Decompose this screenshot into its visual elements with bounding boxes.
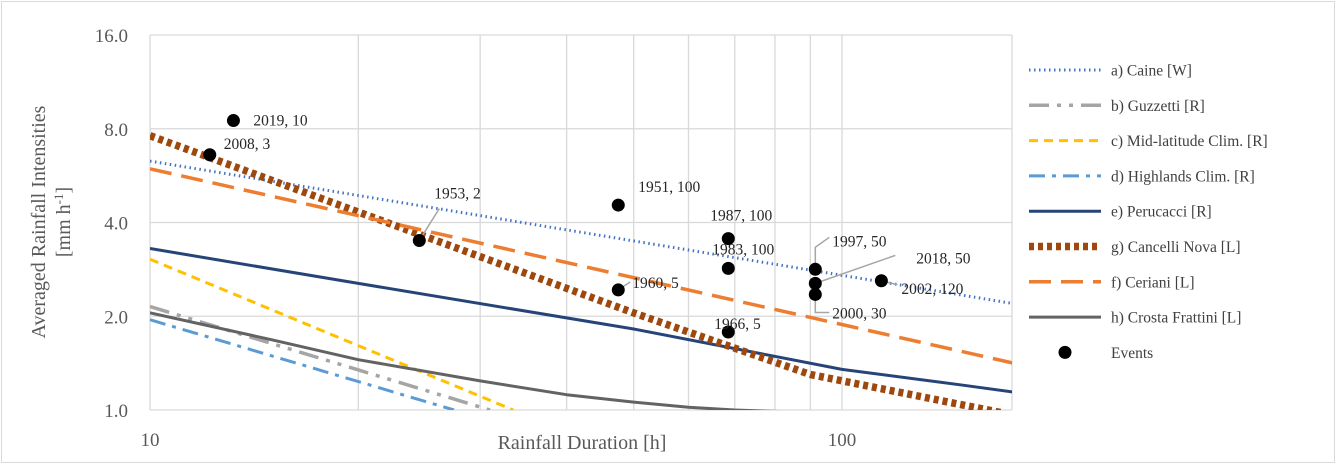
- legend-label: c) Mid-latitude Clim. [R]: [1111, 133, 1268, 150]
- series-lines: [150, 132, 1012, 410]
- y-axis-unit-close: ]: [53, 187, 75, 194]
- event-point: [203, 148, 217, 162]
- legend-label: g) Cancelli Nova [L]: [1111, 239, 1241, 256]
- series-line: [150, 304, 491, 410]
- x-tick-label: 10: [141, 430, 160, 451]
- event-label: 1983, 100: [712, 241, 774, 258]
- legend-label: b) Guzzetti [R]: [1111, 98, 1205, 115]
- label-leader-line: [815, 254, 896, 285]
- legend-label: h) Crosta Frattini [L]: [1111, 310, 1241, 327]
- event-label: 1951, 100: [638, 179, 700, 196]
- event-point: [412, 234, 426, 248]
- legend-label: a) Caine [W]: [1111, 63, 1192, 80]
- event-label: 2002, 120: [901, 281, 963, 298]
- y-axis-unit: [mm h: [53, 204, 75, 257]
- y-tick-label: 4.0: [104, 214, 128, 235]
- y-tick-label: 8.0: [104, 120, 128, 141]
- event-point: [721, 325, 735, 339]
- series-line: [150, 318, 455, 410]
- gridlines: [149, 34, 1013, 411]
- y-axis-title-line2: [mm h-1]: [51, 187, 75, 257]
- series-line: [150, 132, 1003, 410]
- event-point: [721, 261, 735, 275]
- event-point: [611, 283, 625, 297]
- event-point: [808, 276, 822, 290]
- event-label: 2018, 50: [916, 250, 971, 267]
- legend-swatch: [1058, 345, 1072, 359]
- event-label: 1987, 100: [710, 208, 772, 225]
- event-label: 1966, 5: [714, 316, 761, 333]
- legend-label: Events: [1111, 345, 1153, 362]
- event-point: [874, 274, 888, 288]
- y-tick-label: 16.0: [95, 26, 128, 47]
- y-tick-label: 1.0: [104, 401, 128, 422]
- y-tick-label: 2.0: [104, 307, 128, 328]
- tick-labels: 1.0 2.0 4.0 8.0 16.0 10 100: [95, 26, 857, 451]
- event-labels: 2019, 10 2008, 3 1953, 2 1951, 100 1960, 5 19…: [224, 113, 971, 333]
- legend: a) Caine [W] b) Guzzetti [R] c) Mid-latitu…: [1029, 63, 1268, 362]
- series-line: [150, 159, 1012, 305]
- event-label: 1960, 5: [632, 275, 679, 292]
- x-axis-title: Rainfall Duration [h]: [498, 432, 667, 454]
- event-point: [808, 262, 822, 276]
- label-leader-line: [814, 236, 830, 270]
- event-points: [203, 114, 888, 339]
- event-label: 2019, 10: [253, 113, 308, 130]
- x-tick-label: 100: [828, 430, 857, 451]
- series-line: [150, 311, 781, 410]
- y-axis-unit-exponent: -1: [51, 194, 66, 205]
- event-point: [721, 232, 735, 246]
- event-label: 2008, 3: [224, 136, 271, 153]
- legend-label: e) Perucacci [R]: [1111, 204, 1212, 221]
- legend-label: f) Ceriani [L]: [1111, 274, 1195, 291]
- series-line: [150, 257, 514, 410]
- event-label: 1997, 50: [832, 233, 887, 250]
- y-axis-title-line1: Averaged Rainfall Intensities: [28, 105, 50, 338]
- series-line: [150, 167, 1012, 365]
- event-label: 2000, 30: [832, 305, 887, 322]
- event-point: [226, 114, 240, 128]
- event-point: [808, 287, 822, 301]
- legend-label: d) Highlands Clim. [R]: [1111, 168, 1255, 185]
- event-label: 1953, 2: [434, 186, 481, 203]
- event-point: [611, 198, 625, 212]
